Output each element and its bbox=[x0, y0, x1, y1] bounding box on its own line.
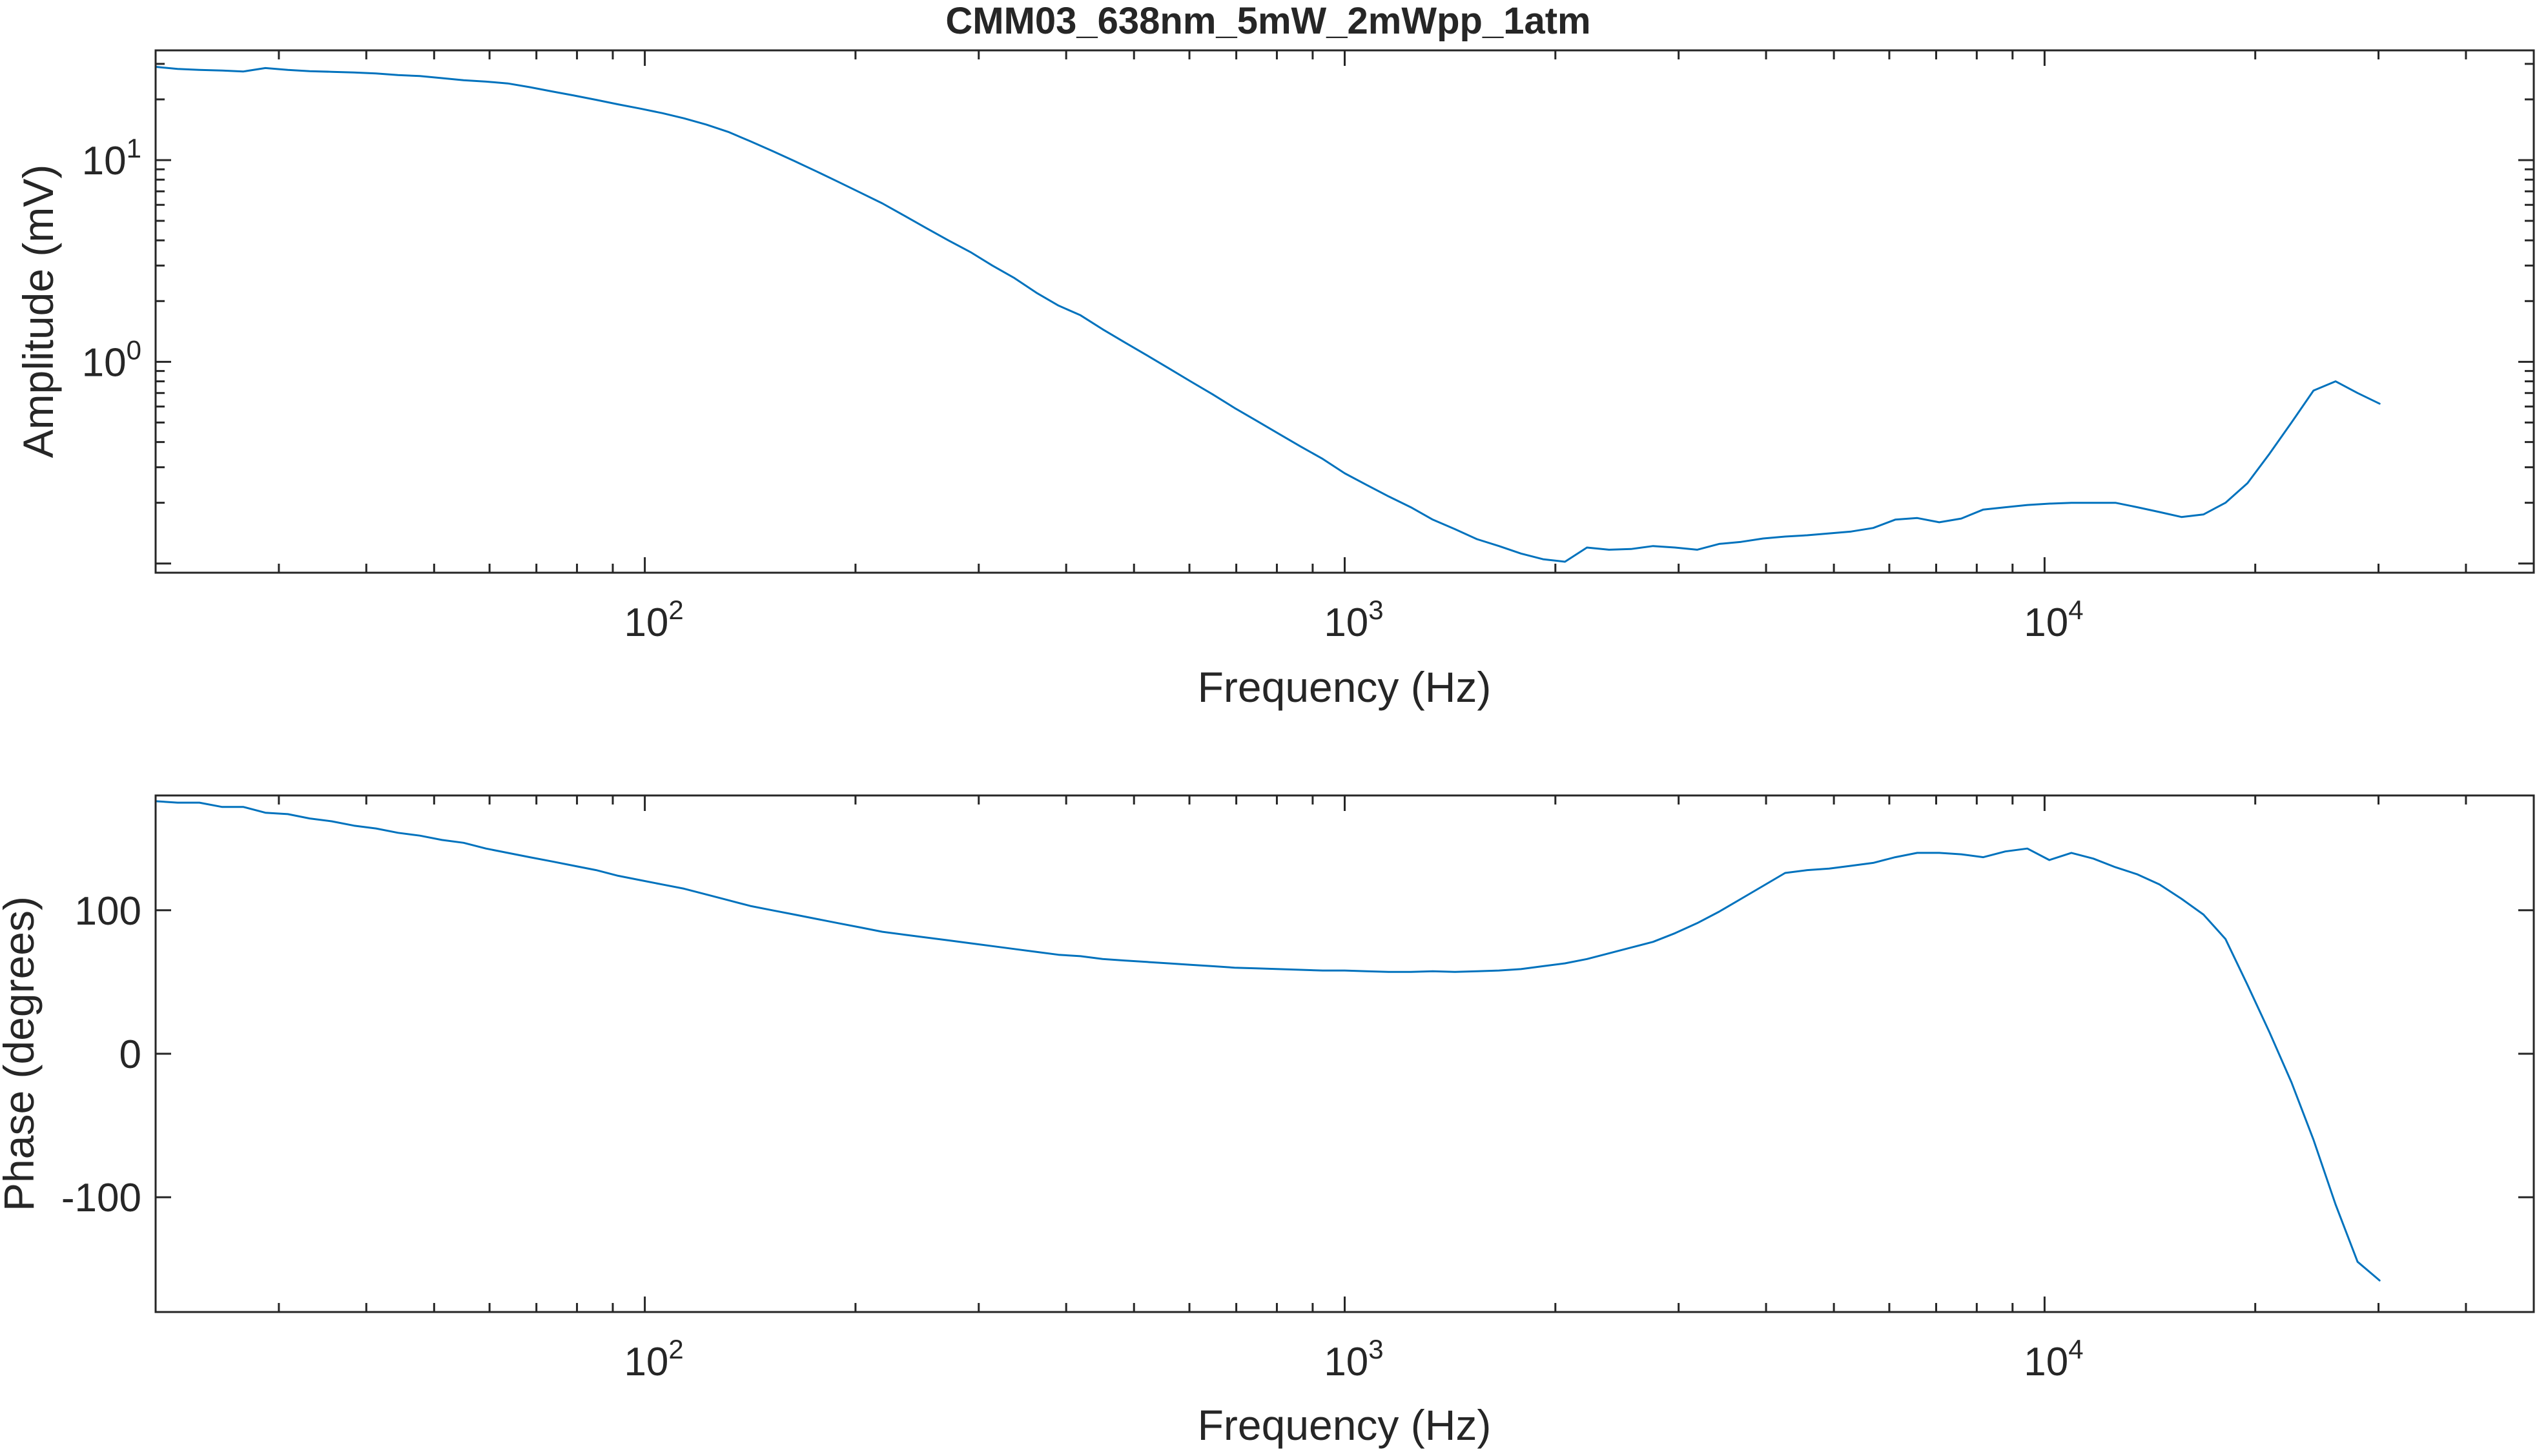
amplitude-y-axis-label: Amplitude (mV) bbox=[14, 165, 62, 458]
amplitude-x-axis-label: Frequency (Hz) bbox=[1198, 663, 1492, 711]
amplitude-x-tick-label: 104 bbox=[2024, 595, 2083, 645]
phase-x-axis-label: Frequency (Hz) bbox=[1198, 1401, 1492, 1449]
phase-series bbox=[154, 800, 2381, 1282]
phase-y-tick-label: 0 bbox=[119, 1032, 141, 1077]
amplitude-axes-box bbox=[154, 49, 2535, 574]
amplitude-x-tick-label: 102 bbox=[624, 595, 683, 645]
amplitude-x-tick-label: 103 bbox=[1324, 595, 1383, 645]
phase-x-tick-label: 103 bbox=[1324, 1334, 1383, 1384]
phase-y-tick-label: -100 bbox=[61, 1176, 141, 1220]
amplitude-y-tick-label: 101 bbox=[82, 133, 141, 183]
phase-y-tick-label: 100 bbox=[75, 889, 141, 934]
amplitude-y-tick-label: 100 bbox=[82, 334, 141, 385]
figure-title: CMM03_638nm_5mW_2mWpp_1atm bbox=[945, 0, 1590, 42]
phase-tick-labels: 102 103 104 -100 0 100 bbox=[61, 889, 2084, 1384]
phase-axes-box bbox=[154, 794, 2535, 1313]
phase-series-line bbox=[154, 800, 2381, 1282]
phase-x-tick-label: 104 bbox=[2024, 1334, 2083, 1384]
amplitude-tick-labels: 102 103 104 100 101 bbox=[82, 133, 2084, 645]
phase-y-axis-label: Phase (degrees) bbox=[0, 896, 43, 1211]
amplitude-series-line bbox=[154, 66, 2381, 563]
phase-panel: 102 103 104 -100 0 100 Frequency (Hz) Phase (… bbox=[0, 794, 2535, 1449]
amplitude-series bbox=[154, 66, 2381, 563]
amplitude-panel: 102 103 104 100 101 Frequency (Hz) Amplitude… bbox=[14, 49, 2535, 711]
phase-x-tick-label: 102 bbox=[624, 1334, 683, 1384]
